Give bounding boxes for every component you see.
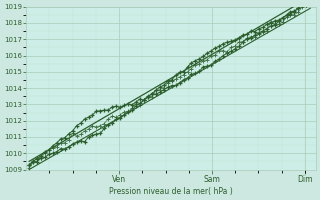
X-axis label: Pression niveau de la mer( hPa ): Pression niveau de la mer( hPa ) bbox=[109, 187, 233, 196]
